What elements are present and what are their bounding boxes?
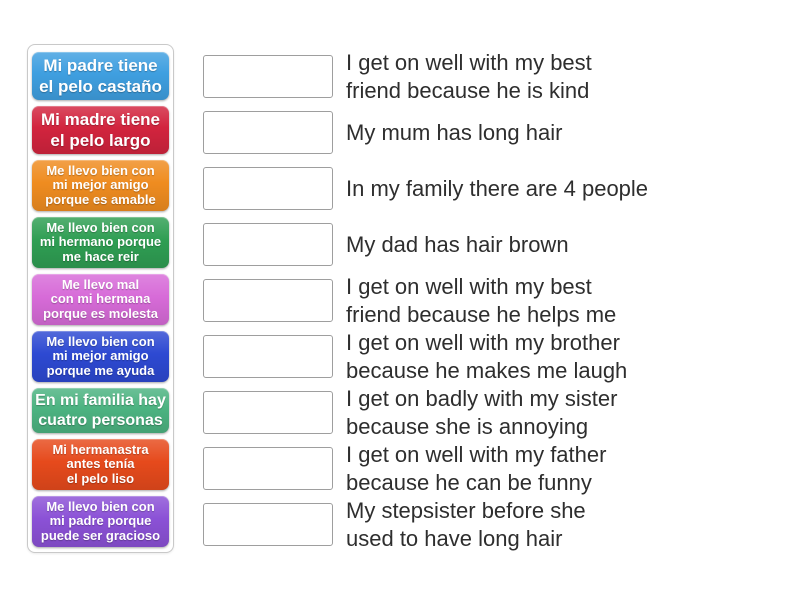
- answer-tile[interactable]: Mi padre tiene el pelo castaño: [32, 52, 169, 100]
- answer-tiles-panel: Mi padre tiene el pelo castaño Mi madre …: [27, 44, 174, 553]
- drop-slot[interactable]: [203, 335, 333, 378]
- match-row: I get on well with my best friend becaus…: [203, 50, 648, 103]
- drop-slot[interactable]: [203, 447, 333, 490]
- match-row: I get on well with my father because he …: [203, 442, 648, 495]
- question-text: My dad has hair brown: [346, 231, 569, 257]
- question-text: I get on badly with my sister because sh…: [346, 385, 618, 439]
- match-row: I get on well with my brother because he…: [203, 330, 648, 383]
- match-row: I get on badly with my sister because sh…: [203, 386, 648, 439]
- answer-tile[interactable]: Me llevo bien con mi hermano porque me h…: [32, 217, 169, 268]
- answer-tile[interactable]: Me llevo mal con mi hermana porque es mo…: [32, 274, 169, 325]
- question-text: I get on well with my best friend becaus…: [346, 273, 617, 327]
- drop-slot[interactable]: [203, 55, 333, 98]
- question-text: My mum has long hair: [346, 119, 563, 145]
- answer-tile[interactable]: Me llevo bien con mi mejor amigo porque …: [32, 160, 169, 211]
- answer-tile[interactable]: En mi familia hay cuatro personas: [32, 388, 169, 433]
- question-text: I get on well with my best friend becaus…: [346, 49, 592, 103]
- answer-tile[interactable]: Me llevo bien con mi mejor amigo porque …: [32, 331, 169, 382]
- match-row: My stepsister before she used to have lo…: [203, 498, 648, 551]
- match-row: I get on well with my best friend becaus…: [203, 274, 648, 327]
- answer-tile[interactable]: Me llevo bien con mi padre porque puede …: [32, 496, 169, 547]
- match-row: In my family there are 4 people: [203, 167, 648, 210]
- drop-slot[interactable]: [203, 279, 333, 322]
- question-text: In my family there are 4 people: [346, 175, 649, 201]
- drop-slot[interactable]: [203, 223, 333, 266]
- match-row: My mum has long hair: [203, 111, 648, 154]
- answer-tile[interactable]: Mi madre tiene el pelo largo: [32, 106, 169, 154]
- question-text: I get on well with my brother because he…: [346, 329, 628, 383]
- drop-slot[interactable]: [203, 391, 333, 434]
- answer-tile[interactable]: Mi hermanastra antes tenía el pelo liso: [32, 439, 169, 490]
- questions-list: I get on well with my best friend becaus…: [203, 50, 648, 551]
- drop-slot[interactable]: [203, 503, 333, 546]
- question-text: My stepsister before she used to have lo…: [346, 497, 586, 551]
- question-text: I get on well with my father because he …: [346, 441, 607, 495]
- drop-slot[interactable]: [203, 167, 333, 210]
- drop-slot[interactable]: [203, 111, 333, 154]
- match-row: My dad has hair brown: [203, 223, 648, 266]
